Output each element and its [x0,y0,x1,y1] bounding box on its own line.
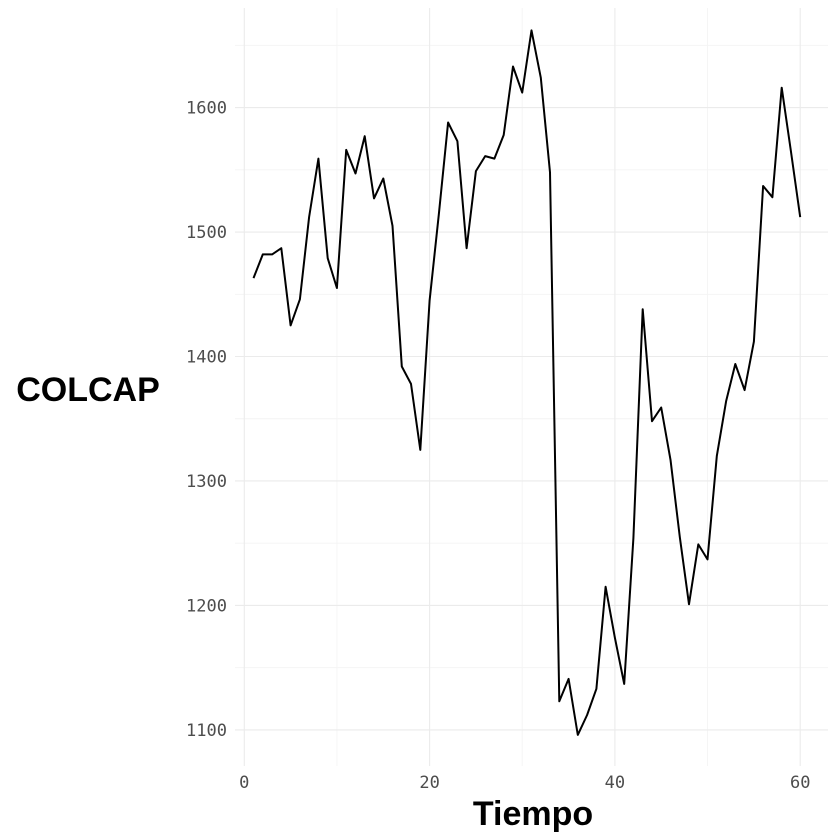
y-tick-label: 1300 [186,472,227,492]
x-tick-label: 0 [239,773,249,793]
y-tick-label: 1200 [186,596,227,616]
x-axis-ticks: 0 20 40 60 [239,773,810,793]
y-tick-label: 1600 [186,99,227,119]
x-tick-label: 40 [605,773,625,793]
y-tick-label: 1100 [186,721,227,741]
x-tick-label: 60 [790,773,810,793]
y-axis-ticks: 1100 1200 1300 1400 1500 1600 [186,99,227,741]
x-tick-label: 20 [419,773,439,793]
y-tick-label: 1400 [186,348,227,368]
y-axis-title: COLCAP [16,371,160,409]
y-tick-label: 1500 [186,223,227,243]
x-axis-title: Tiempo [473,795,593,833]
major-gridlines [235,8,828,766]
minor-gridlines [235,8,828,766]
series-layer [252,29,802,736]
series-line [252,29,802,736]
